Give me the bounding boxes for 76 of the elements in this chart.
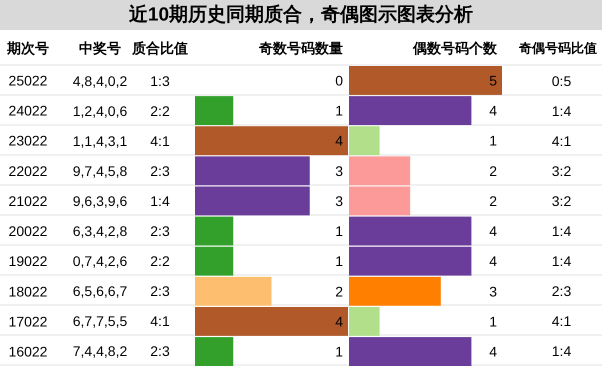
text: 9,6,3,9,6 [72,193,128,209]
text: 3:2 [552,163,572,179]
data-label: 0 [335,72,344,88]
bar [349,337,472,366]
data-label: 4 [489,344,498,360]
text: 奇偶号码比值 [518,40,597,56]
text: 4:1 [150,313,170,329]
text: 2:2 [150,103,170,119]
chart-title: 偶数号码个数 [412,40,498,56]
text: 2:3 [150,223,170,239]
data-label: 1 [489,132,498,149]
data-label: 4 [489,253,498,270]
text: 中奖号 [79,40,121,56]
data-label: 4 [335,313,344,330]
text: 2:3 [150,163,170,179]
text: 2:3 [552,283,572,299]
y-axis-title: 期次号 [6,40,49,56]
bar [349,66,502,95]
y-tick-label: 25022 [8,72,48,88]
data-label: 1 [335,102,344,119]
data-label: 1 [335,253,344,270]
text: 3:2 [552,193,572,209]
text: 6,5,6,6,7 [72,283,128,299]
text: 1:4 [552,223,572,239]
text: 1,1,4,3,1 [72,133,128,149]
text: 1:4 [552,253,572,269]
text: 1,2,4,0,6 [72,103,128,119]
text: 7,4,4,8,2 [72,343,128,359]
y-tick-label: 17022 [8,313,48,330]
text: 1:4 [552,103,572,119]
y-tick-label: 22022 [8,162,48,179]
bar [349,276,441,306]
bar [349,96,472,126]
text: 1:4 [150,193,170,209]
bar [195,276,272,306]
text: 2:2 [150,253,170,269]
data-label: 4 [489,223,498,240]
text: 1:4 [552,343,572,359]
bar [349,306,380,336]
y-tick-label: 18022 [8,283,48,300]
data-label: 3 [335,162,344,179]
text: 0,7,4,2,6 [72,253,128,269]
text: 质合比值 [131,40,188,56]
data-label: 1 [335,223,344,240]
y-tick-label: 19022 [8,253,48,270]
text: 4:1 [552,133,572,149]
text: 2:3 [150,283,170,299]
y-tick-label: 24022 [8,102,48,119]
bar [195,337,234,366]
text: 4,8,4,0,2 [72,73,128,89]
data-label: 5 [489,72,498,88]
data-label: 4 [335,132,344,149]
text: 2:3 [150,343,170,359]
text: 9,7,4,5,8 [72,163,128,179]
text: 近10期历史同期质合，奇偶图示图表分析 [128,4,474,26]
chart-title: 奇数号码数量 [258,40,343,56]
y-tick-label: 20022 [8,223,48,240]
text: 1:3 [150,73,170,89]
y-tick-label: 23022 [8,132,48,149]
data-label: 2 [489,192,498,209]
y-tick-label: 21022 [8,192,48,209]
data-label: 3 [335,192,344,209]
text: 6,7,7,5,5 [72,313,128,329]
data-label: 2 [335,283,344,300]
text: 4:1 [150,133,170,149]
text: 6,3,4,2,8 [72,223,128,239]
data-label: 3 [489,283,498,300]
y-tick-label: 16022 [8,344,48,360]
bar [349,126,380,156]
text: 4:1 [552,313,572,329]
data-label: 1 [489,313,498,330]
data-label: 4 [489,102,498,119]
text: 0:5 [552,73,572,89]
bar [195,96,234,126]
data-label: 2 [489,162,498,179]
data-label: 1 [335,344,344,360]
